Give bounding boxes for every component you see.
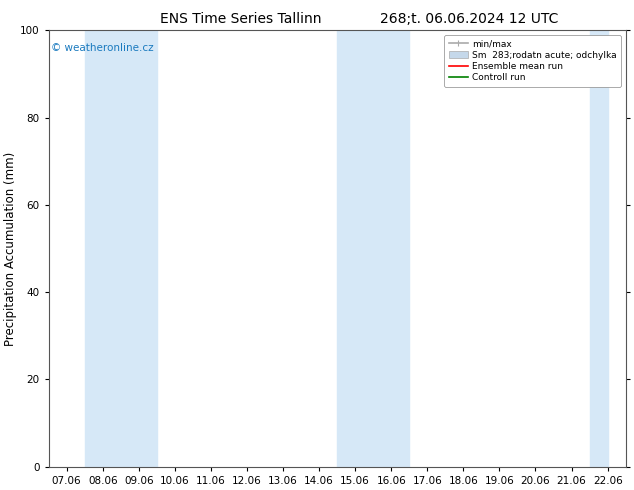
Y-axis label: Precipitation Accumulation (mm): Precipitation Accumulation (mm) bbox=[4, 151, 17, 345]
Text: © weatheronline.cz: © weatheronline.cz bbox=[51, 43, 154, 53]
Bar bbox=[85, 30, 157, 467]
Legend: min/max, Sm  283;rodatn acute; odchylka, Ensemble mean run, Controll run: min/max, Sm 283;rodatn acute; odchylka, … bbox=[444, 35, 621, 87]
Text: 268;t. 06.06.2024 12 UTC: 268;t. 06.06.2024 12 UTC bbox=[380, 12, 559, 26]
Text: ENS Time Series Tallinn: ENS Time Series Tallinn bbox=[160, 12, 321, 26]
Bar bbox=[590, 30, 607, 467]
Bar bbox=[337, 30, 410, 467]
